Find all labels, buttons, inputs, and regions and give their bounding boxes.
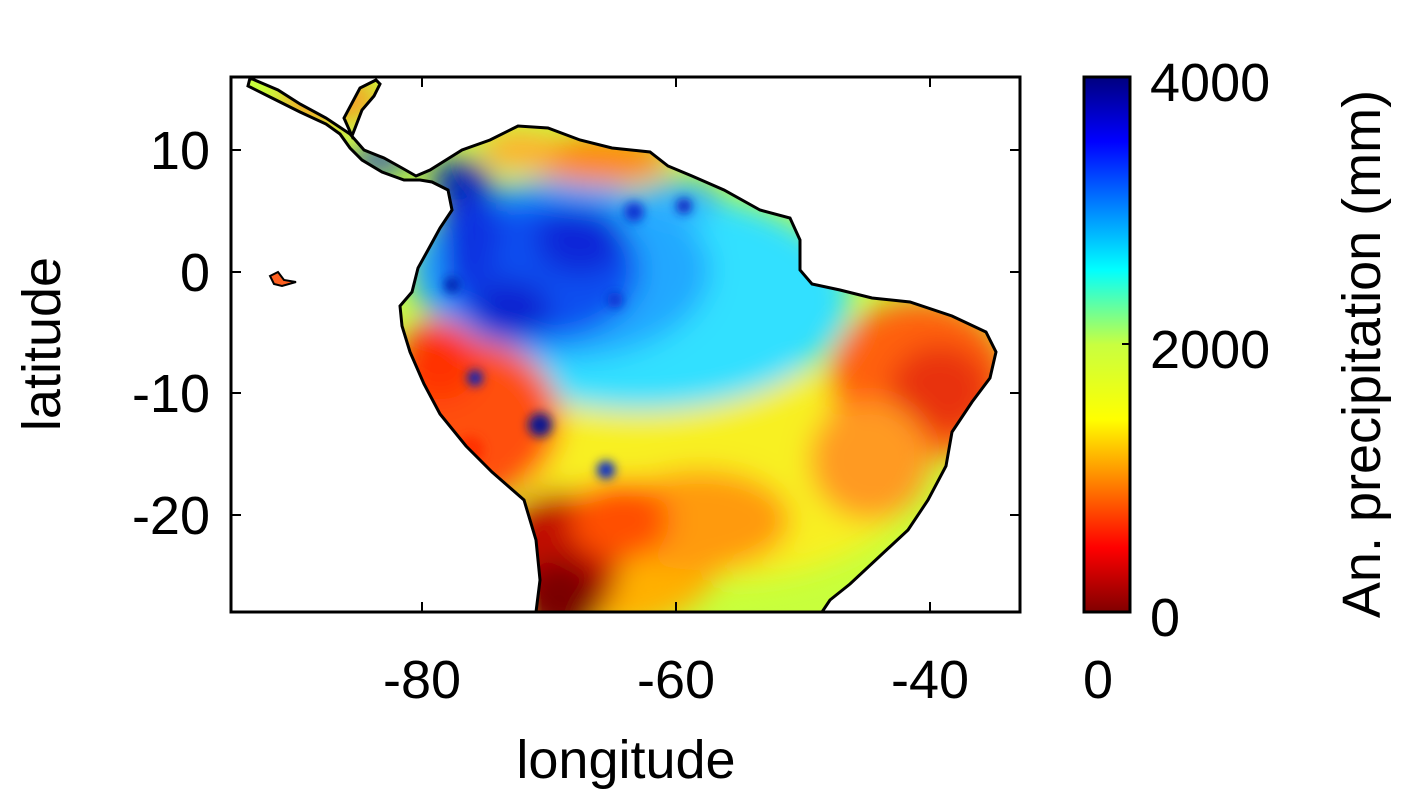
x-tick-label: -60 bbox=[637, 650, 715, 710]
galapagos-islands bbox=[268, 270, 297, 288]
y-tick-label: -10 bbox=[132, 364, 210, 424]
map-frame bbox=[229, 75, 1022, 614]
colorbar-ticks bbox=[1122, 76, 1130, 613]
x-axis-label: longitude bbox=[516, 730, 735, 790]
y-tick-label: -20 bbox=[132, 486, 210, 546]
map-ticks bbox=[231, 77, 1020, 612]
x-tick-label: -80 bbox=[383, 650, 461, 710]
colorbar-tick-label: 0 bbox=[1150, 588, 1180, 648]
colorbar-tick-label: 4000 bbox=[1150, 53, 1270, 113]
colorbar-label: An. precipitation (mm) bbox=[1332, 90, 1392, 618]
colorbar: 4000 2000 0 0 An. precipitation (mm) bbox=[1082, 53, 1392, 710]
y-tick-label: 0 bbox=[180, 243, 210, 303]
colorbar-bottom-label: 0 bbox=[1083, 650, 1113, 710]
y-axis-label: latitude bbox=[12, 257, 72, 431]
map-panel: -80 -60 -40 10 0 -10 -20 longitude latit… bbox=[12, 75, 1022, 790]
colorbar-tick-label: 2000 bbox=[1150, 320, 1270, 380]
x-tick-label: -40 bbox=[891, 650, 969, 710]
y-tick-label: 10 bbox=[150, 121, 210, 181]
